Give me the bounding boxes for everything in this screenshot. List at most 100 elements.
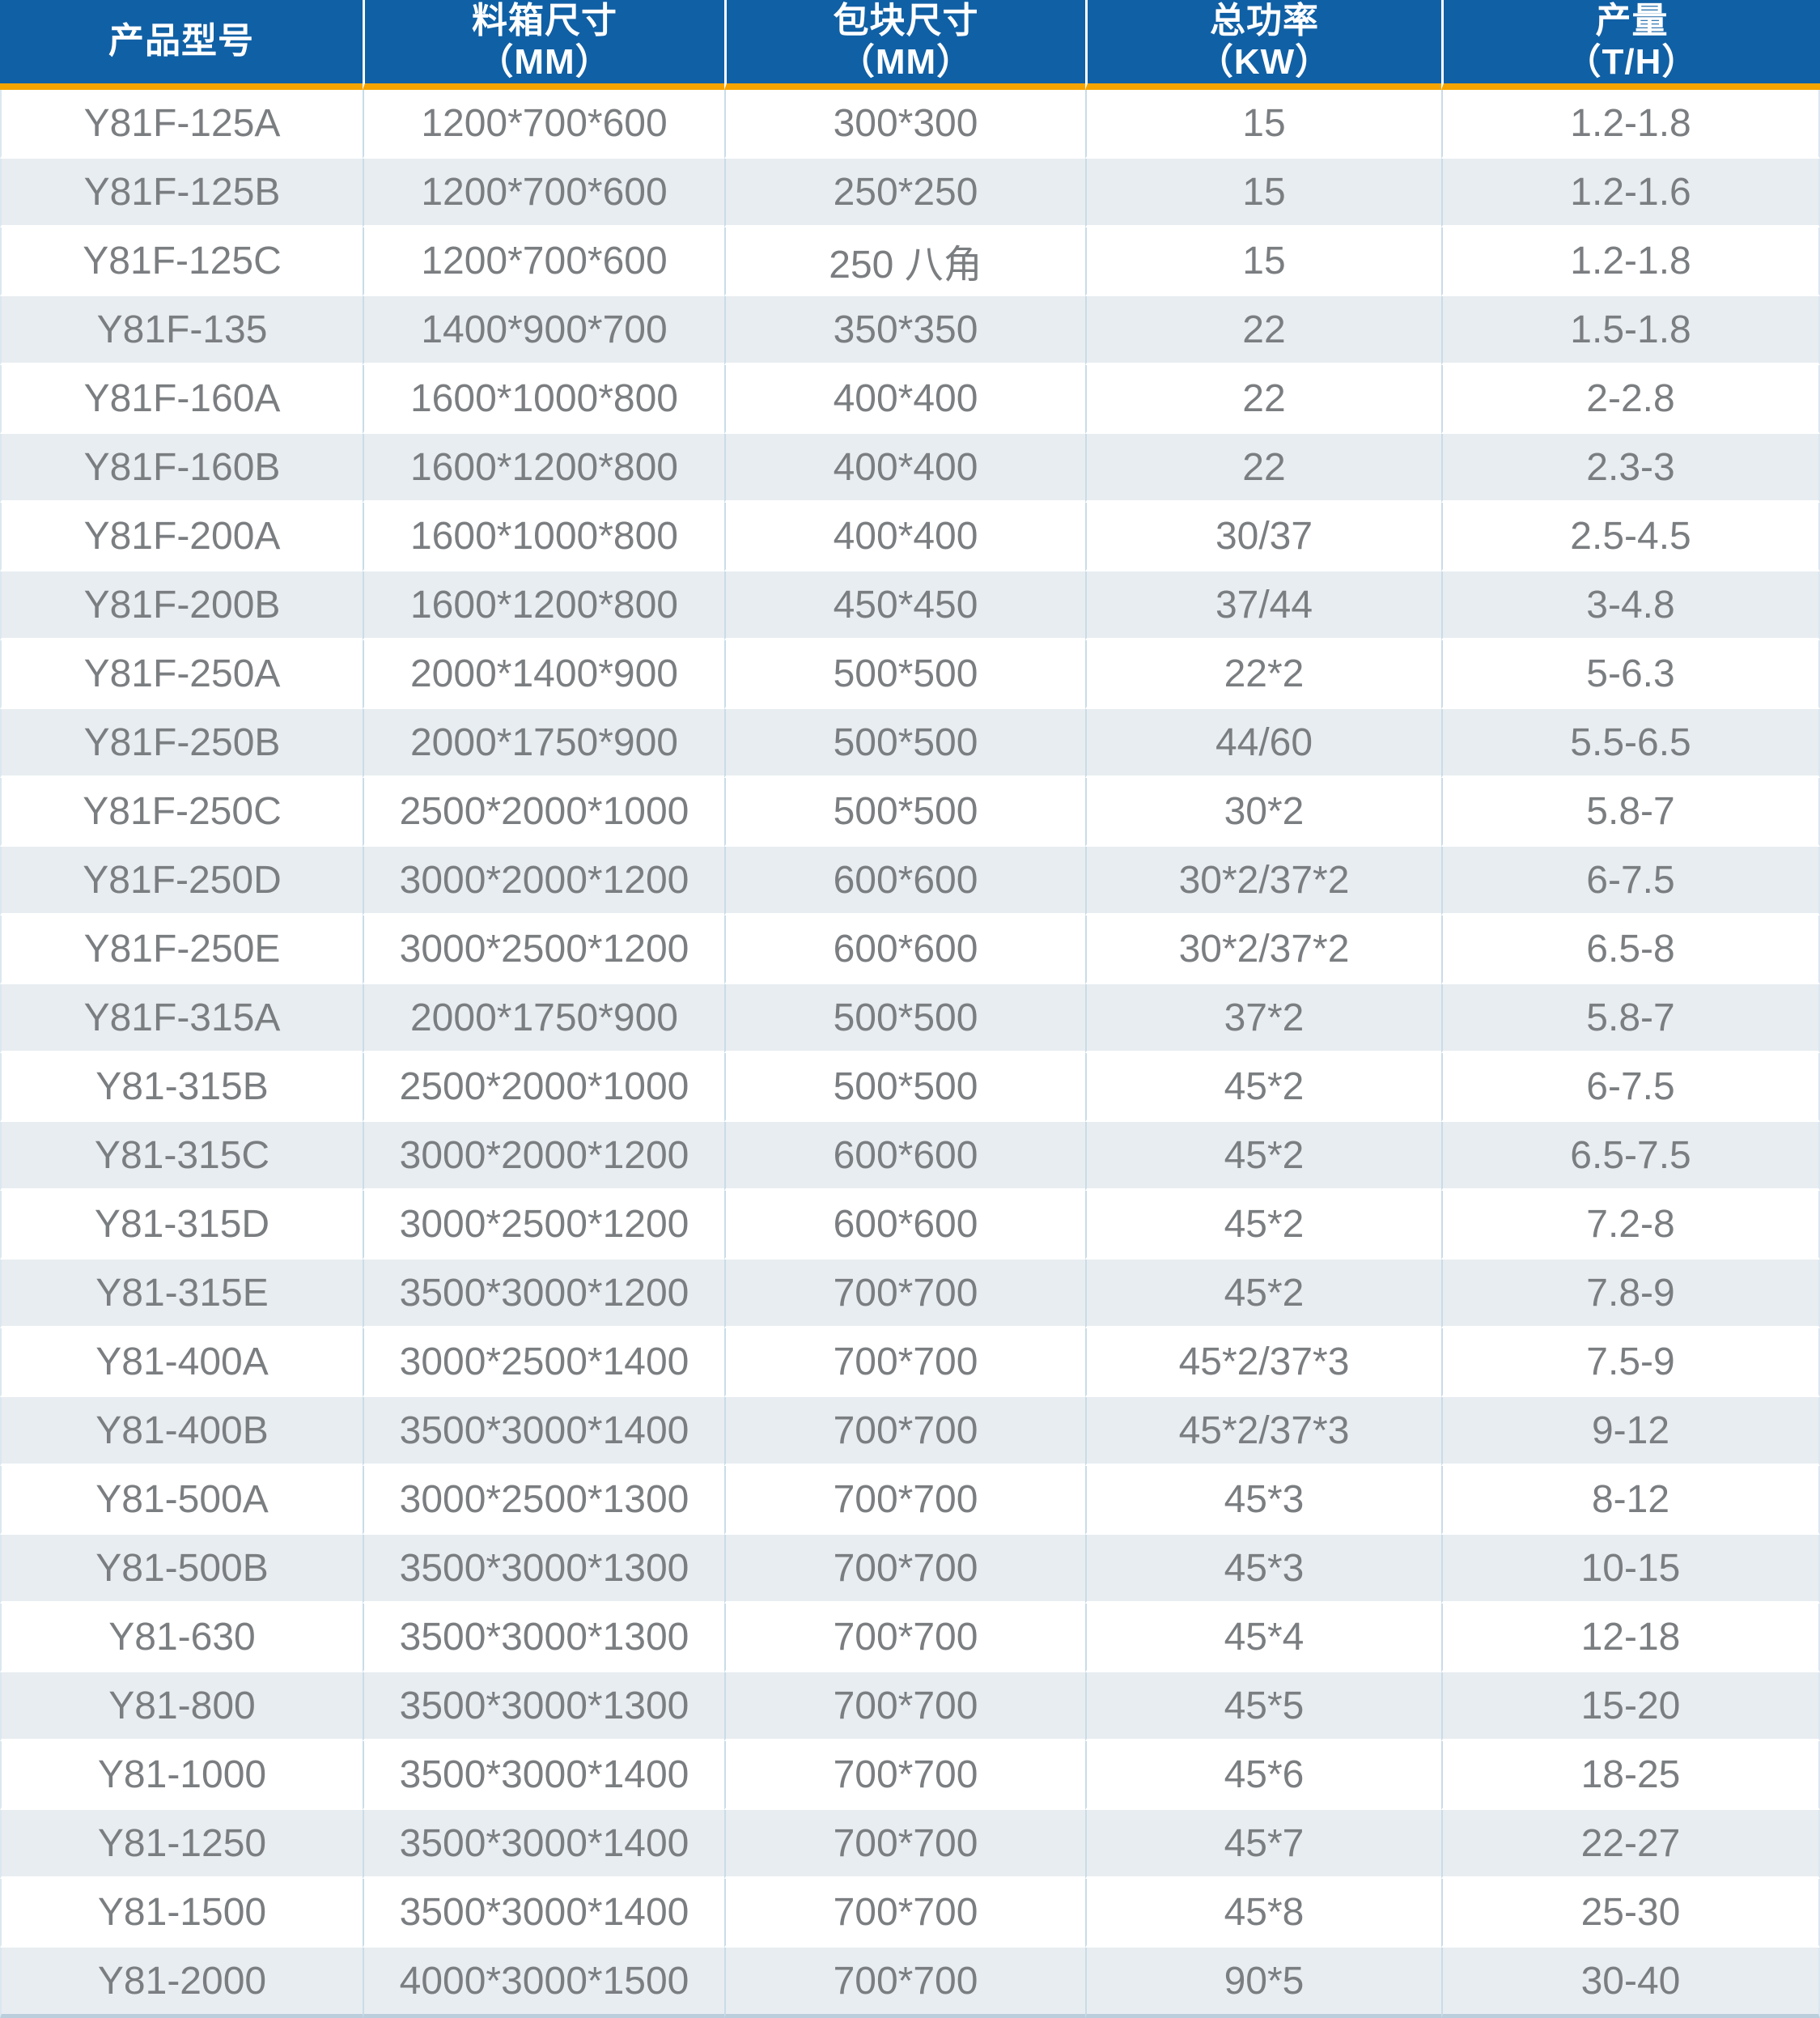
cell-model: Y81-630 (0, 1604, 363, 1673)
col-header-bale-size-unit: （MM） (838, 41, 974, 82)
col-header-box-size-label: 料箱尺寸 (472, 1, 617, 40)
cell-output: 9-12 (1441, 1397, 1820, 1467)
cell-bale-size: 700*700 (724, 1466, 1085, 1536)
cell-box-size: 2500*2000*1000 (363, 1053, 724, 1123)
cell-output: 22-27 (1441, 1810, 1820, 1880)
cell-model: Y81-315B (0, 1053, 363, 1123)
cell-model: Y81F-125C (0, 227, 363, 297)
cell-total-power: 22 (1085, 434, 1441, 503)
cell-total-power: 45*6 (1085, 1741, 1441, 1811)
cell-model: Y81-2000 (0, 1948, 363, 2018)
cell-output: 6-7.5 (1441, 847, 1820, 916)
cell-total-power: 45*7 (1085, 1810, 1441, 1880)
table-row: Y81-500A 3000*2500*1300 700*700 45*3 8-12 (0, 1466, 1820, 1536)
table-row: Y81-315D 3000*2500*1200 600*600 45*2 7.2-8 (0, 1191, 1820, 1260)
cell-output: 6.5-7.5 (1441, 1122, 1820, 1192)
cell-box-size: 1200*700*600 (363, 227, 724, 297)
cell-total-power: 22 (1085, 296, 1441, 366)
cell-total-power: 15 (1085, 159, 1441, 228)
cell-box-size: 1200*700*600 (363, 90, 724, 159)
table-row: Y81-315E 3500*3000*1200 700*700 45*2 7.8-9 (0, 1260, 1820, 1329)
header-row: 产品型号 料箱尺寸 （MM） 包块尺寸 （MM） 总功率 （KW） 产量 （T/… (0, 0, 1820, 91)
cell-output: 5.5-6.5 (1441, 709, 1820, 779)
table-row: Y81F-125A 1200*700*600 300*300 15 1.2-1.8 (0, 90, 1820, 159)
cell-model: Y81-1500 (0, 1879, 363, 1948)
cell-model: Y81F-125B (0, 159, 363, 228)
col-header-model-label: 产品型号 (108, 21, 254, 62)
cell-output: 7.8-9 (1441, 1260, 1820, 1329)
cell-bale-size: 700*700 (724, 1535, 1085, 1604)
cell-box-size: 1600*1000*800 (363, 365, 724, 435)
cell-box-size: 2000*1750*900 (363, 709, 724, 779)
cell-output: 1.2-1.8 (1441, 90, 1820, 159)
table-row: Y81-630 3500*3000*1300 700*700 45*4 12-18 (0, 1604, 1820, 1673)
cell-total-power: 37/44 (1085, 571, 1441, 641)
cell-model: Y81F-160A (0, 365, 363, 435)
cell-box-size: 3000*2000*1200 (363, 1122, 724, 1192)
cell-output: 6-7.5 (1441, 1053, 1820, 1123)
cell-total-power: 45*8 (1085, 1879, 1441, 1948)
cell-output: 7.2-8 (1441, 1191, 1820, 1260)
cell-box-size: 3500*3000*1400 (363, 1810, 724, 1880)
cell-box-size: 3000*2000*1200 (363, 847, 724, 916)
cell-bale-size: 700*700 (724, 1260, 1085, 1329)
cell-model: Y81-500A (0, 1466, 363, 1536)
table-row: Y81-315C 3000*2000*1200 600*600 45*2 6.5-7.5 (0, 1122, 1820, 1192)
cell-bale-size: 500*500 (724, 709, 1085, 779)
cell-model: Y81F-250D (0, 847, 363, 916)
table-row: Y81-1500 3500*3000*1400 700*700 45*8 25-30 (0, 1879, 1820, 1948)
cell-total-power: 22 (1085, 365, 1441, 435)
cell-box-size: 3500*3000*1400 (363, 1397, 724, 1467)
cell-bale-size: 700*700 (724, 1879, 1085, 1948)
col-header-model: 产品型号 (0, 0, 363, 91)
cell-total-power: 45*3 (1085, 1466, 1441, 1536)
cell-bale-size: 700*700 (724, 1328, 1085, 1398)
cell-bale-size: 700*700 (724, 1397, 1085, 1467)
cell-output: 8-12 (1441, 1466, 1820, 1536)
cell-bale-size: 400*400 (724, 503, 1085, 572)
cell-bale-size: 450*450 (724, 571, 1085, 641)
cell-box-size: 2000*1750*900 (363, 984, 724, 1054)
cell-total-power: 45*5 (1085, 1672, 1441, 1742)
cell-total-power: 15 (1085, 90, 1441, 159)
cell-total-power: 30*2/37*2 (1085, 847, 1441, 916)
cell-output: 1.2-1.6 (1441, 159, 1820, 228)
cell-output: 15-20 (1441, 1672, 1820, 1742)
cell-output: 2.5-4.5 (1441, 503, 1820, 572)
cell-box-size: 3000*2500*1300 (363, 1466, 724, 1536)
cell-output: 30-40 (1441, 1948, 1820, 2018)
cell-output: 5-6.3 (1441, 640, 1820, 710)
cell-total-power: 45*2 (1085, 1260, 1441, 1329)
cell-model: Y81F-250E (0, 916, 363, 985)
table-row: Y81-315B 2500*2000*1000 500*500 45*2 6-7.5 (0, 1053, 1820, 1123)
cell-box-size: 1600*1000*800 (363, 503, 724, 572)
table-row: Y81F-160A 1600*1000*800 400*400 22 2-2.8 (0, 365, 1820, 435)
col-header-total-power-unit: （KW） (1197, 41, 1332, 82)
cell-bale-size: 600*600 (724, 1122, 1085, 1192)
cell-output: 10-15 (1441, 1535, 1820, 1604)
cell-total-power: 45*2 (1085, 1122, 1441, 1192)
table-row: Y81F-250B 2000*1750*900 500*500 44/60 5.5-6.… (0, 709, 1820, 779)
table-body: Y81F-125A 1200*700*600 300*300 15 1.2-1.8 Y81… (0, 90, 1820, 2018)
cell-model: Y81-1250 (0, 1810, 363, 1880)
cell-model: Y81-400B (0, 1397, 363, 1467)
table-row: Y81-1000 3500*3000*1400 700*700 45*6 18-25 (0, 1741, 1820, 1811)
table-row: Y81F-135 1400*900*700 350*350 22 1.5-1.8 (0, 296, 1820, 366)
cell-box-size: 3500*3000*1300 (363, 1535, 724, 1604)
cell-model: Y81F-135 (0, 296, 363, 366)
col-header-box-size-unit: （MM） (477, 41, 612, 82)
cell-total-power: 45*2 (1085, 1053, 1441, 1123)
table-row: Y81-800 3500*3000*1300 700*700 45*5 15-20 (0, 1672, 1820, 1742)
cell-model: Y81-400A (0, 1328, 363, 1398)
cell-bale-size: 500*500 (724, 984, 1085, 1054)
col-header-total-power: 总功率 （KW） (1085, 0, 1441, 91)
cell-output: 25-30 (1441, 1879, 1820, 1948)
cell-total-power: 45*3 (1085, 1535, 1441, 1604)
cell-model: Y81F-315A (0, 984, 363, 1054)
cell-model: Y81F-160B (0, 434, 363, 503)
cell-bale-size: 350*350 (724, 296, 1085, 366)
cell-box-size: 1600*1200*800 (363, 571, 724, 641)
cell-model: Y81-315D (0, 1191, 363, 1260)
cell-bale-size: 700*700 (724, 1810, 1085, 1880)
